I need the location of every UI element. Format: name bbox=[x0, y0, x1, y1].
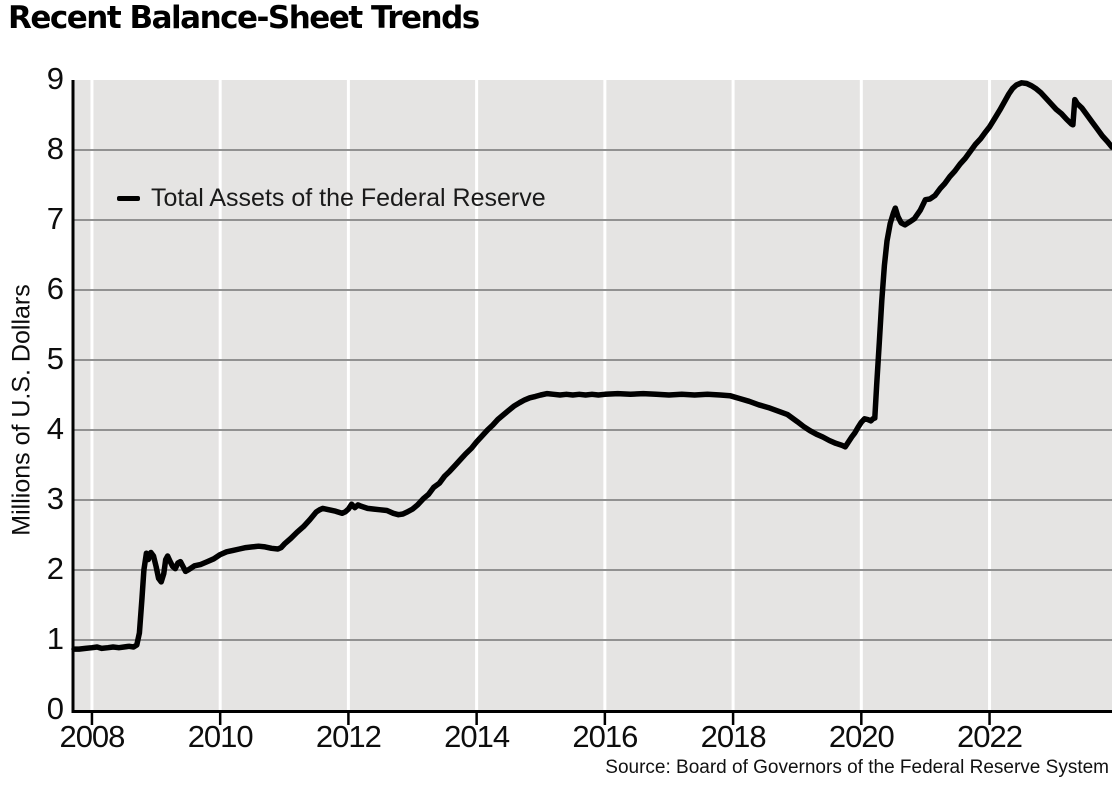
legend: Total Assets of the Federal Reserve bbox=[117, 184, 546, 213]
legend-line-marker-icon bbox=[117, 196, 140, 201]
y-tick-label: 8 bbox=[46, 130, 64, 166]
legend-series-label: Total Assets of the Federal Reserve bbox=[151, 184, 546, 212]
total-assets-line bbox=[71, 80, 1112, 652]
x-tick-label: 2008 bbox=[59, 719, 125, 754]
x-tick-label: 2010 bbox=[187, 719, 254, 754]
source-note: Source: Board of Governors of the Federa… bbox=[605, 757, 1109, 778]
x-tick-label: 2022 bbox=[957, 719, 1023, 754]
y-tick-label: 9 bbox=[46, 60, 64, 96]
x-tick-label: 2014 bbox=[444, 719, 510, 754]
x-tick-label: 2016 bbox=[572, 719, 638, 754]
y-tick-label: 5 bbox=[46, 340, 64, 376]
x-tick-label: 2012 bbox=[315, 719, 382, 754]
y-tick-label: 3 bbox=[46, 480, 64, 516]
y-tick-label: 2 bbox=[46, 550, 64, 586]
y-tick-label: 4 bbox=[46, 410, 64, 446]
x-tick-label: 2018 bbox=[700, 719, 767, 754]
y-tick-label: 1 bbox=[46, 620, 64, 656]
y-tick-label: 7 bbox=[46, 200, 64, 236]
y-tick-label: 0 bbox=[46, 690, 64, 726]
y-tick-label: 6 bbox=[46, 270, 64, 306]
chart-title: Recent Balance-Sheet Trends bbox=[8, 0, 480, 36]
x-tick-label: 2020 bbox=[828, 719, 895, 754]
